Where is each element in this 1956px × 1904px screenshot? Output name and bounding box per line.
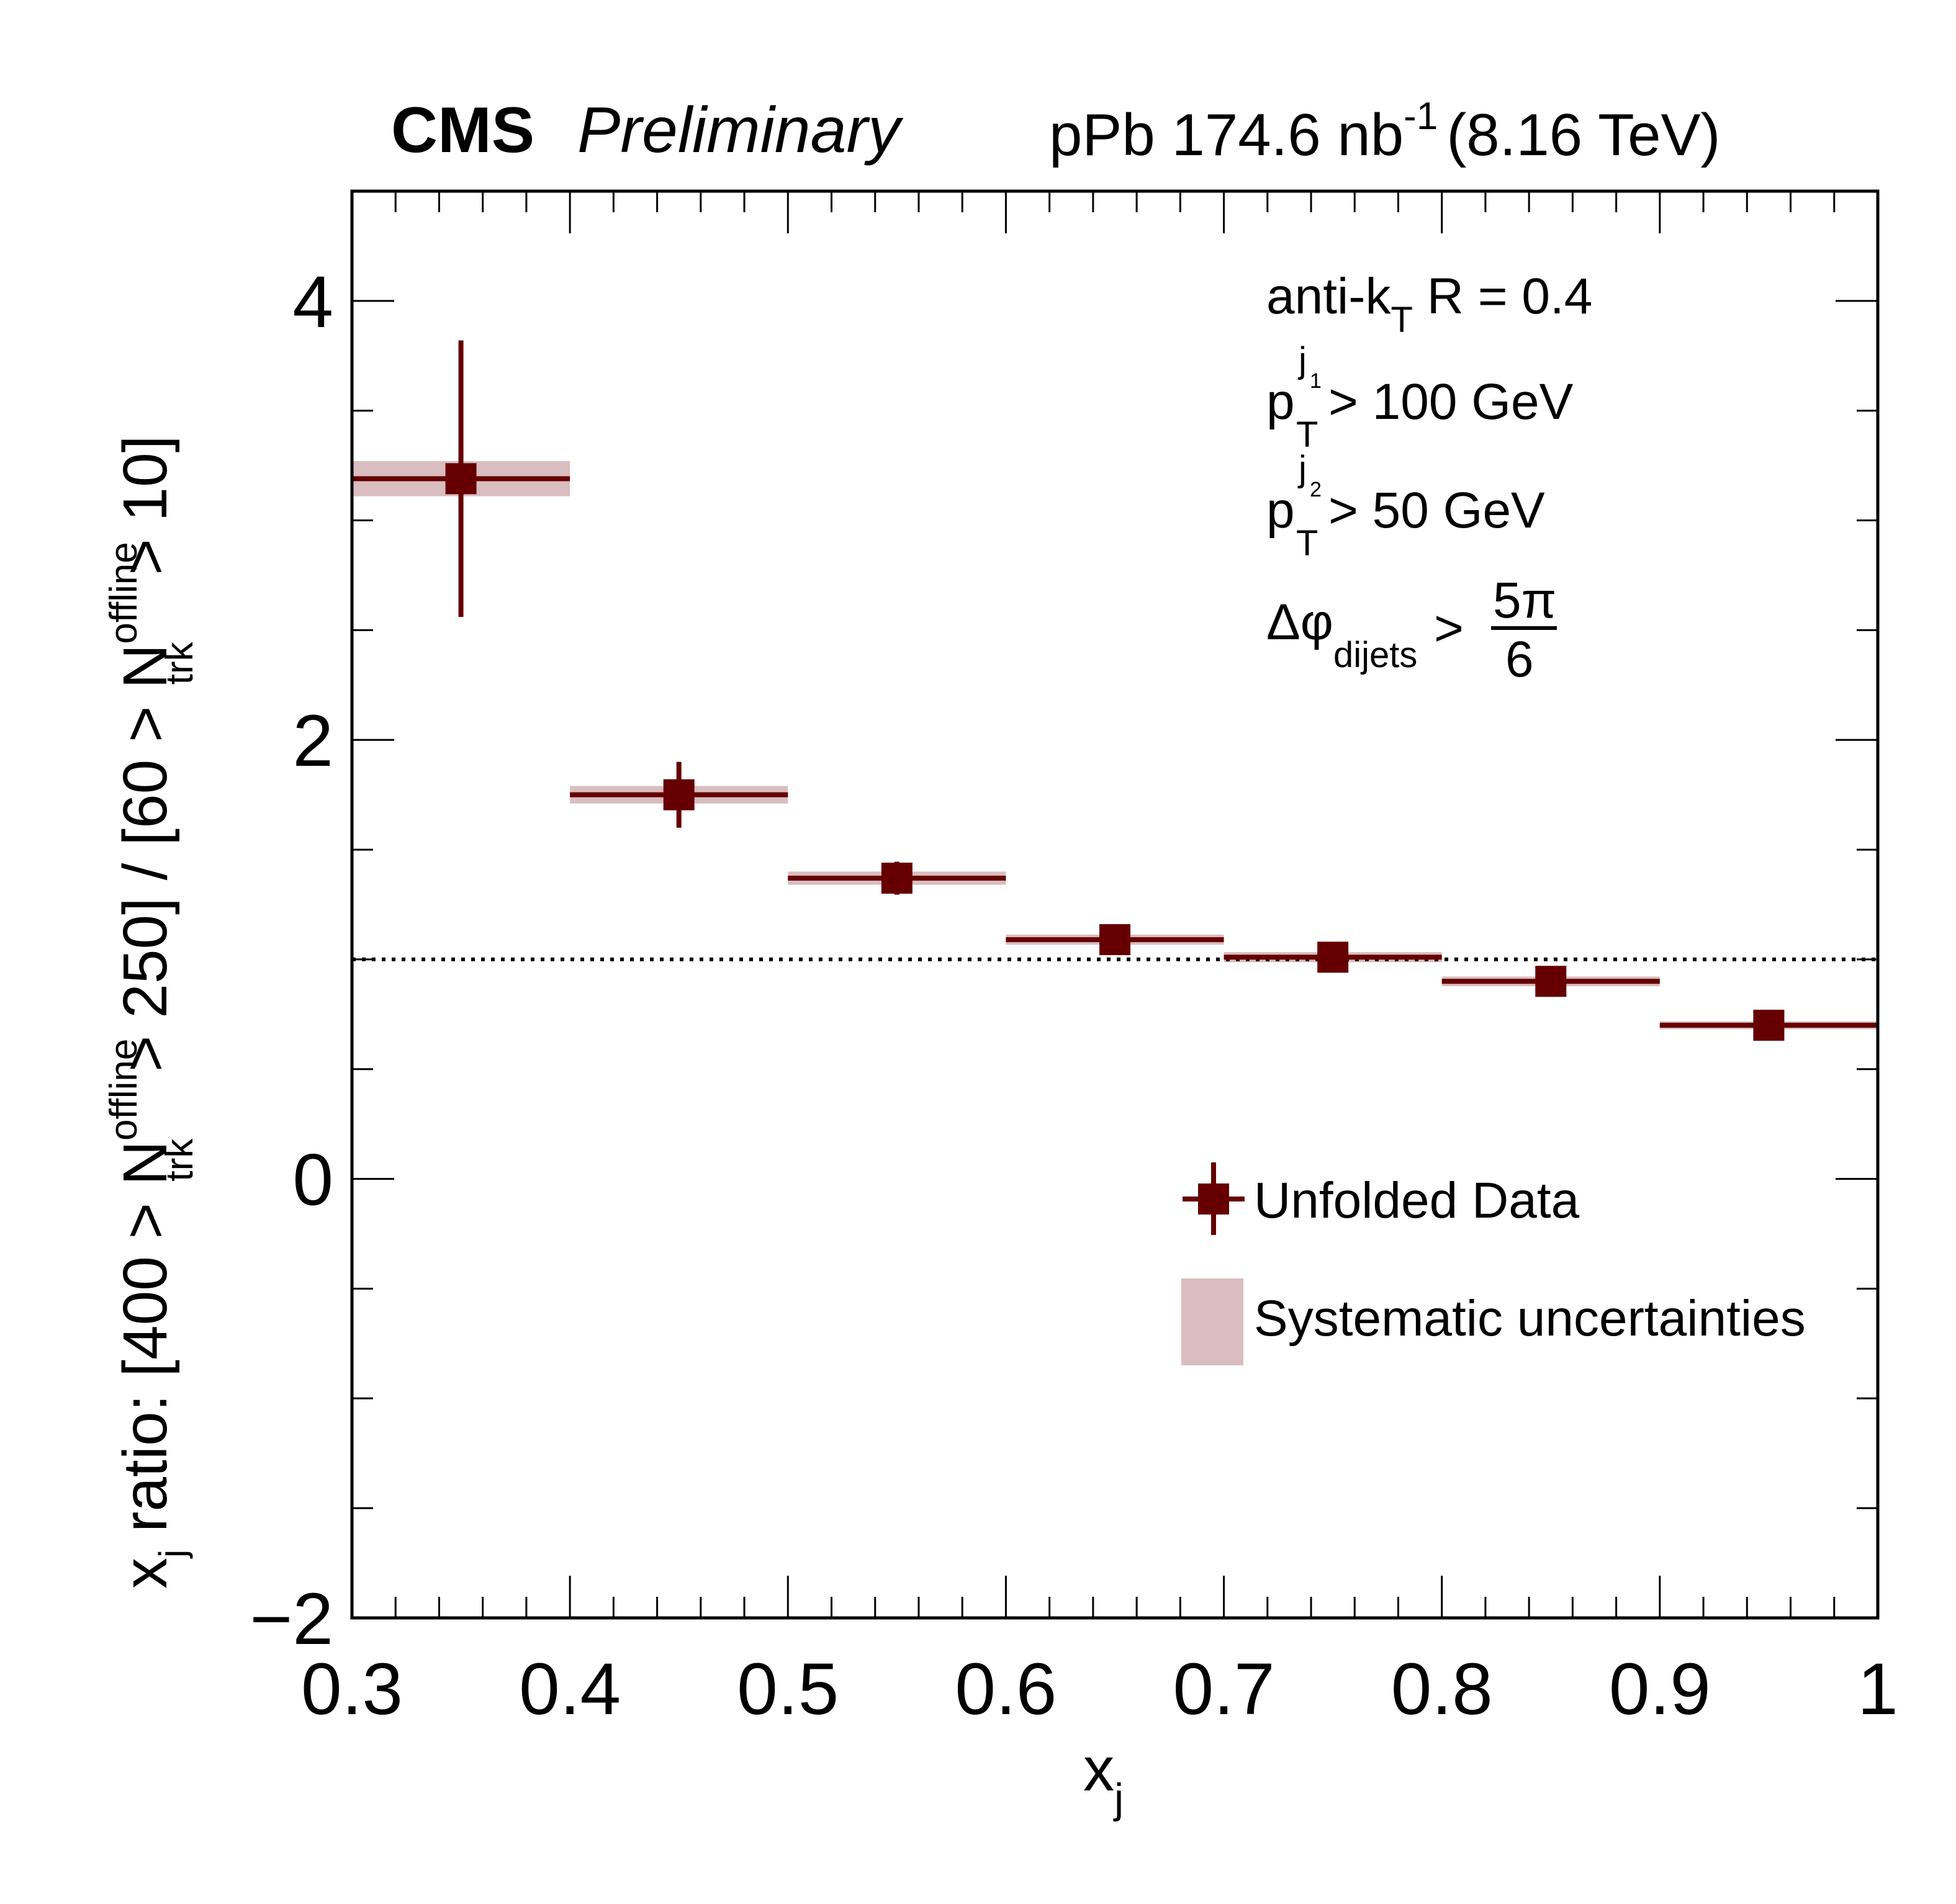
x-tick-label: 0.8: [1391, 1648, 1493, 1730]
y-tick-label: 2: [292, 700, 333, 782]
annotations: anti-kT R = 0.4 p j 1 T > 100 GeV p j 2 …: [1266, 268, 1592, 688]
axes: [350, 189, 1880, 1620]
svg-text:6: 6: [1505, 631, 1534, 688]
data-point-marker: [1099, 924, 1130, 956]
svg-text:>: >: [1434, 600, 1464, 657]
dijet-dphi-note: Δφ dijets > 5π 6: [1266, 572, 1557, 688]
y-tick-label: 4: [292, 261, 333, 343]
experiment-label: CMS: [391, 94, 534, 166]
x-tick-label: 0.4: [519, 1648, 621, 1730]
svg-text:Δφ: Δφ: [1266, 594, 1333, 650]
legend: Unfolded Data Systematic uncertainties: [1181, 1162, 1806, 1365]
svg-text:> 50 GeV: > 50 GeV: [1328, 482, 1545, 539]
svg-text:dijets: dijets: [1333, 635, 1417, 675]
svg-text:p: p: [1266, 482, 1295, 539]
status-label: Preliminary: [577, 94, 904, 166]
svg-text:T: T: [1296, 415, 1318, 455]
svg-text:2: 2: [1310, 478, 1322, 501]
data-point-marker: [1753, 1010, 1785, 1041]
data-point-marker: [1317, 941, 1349, 973]
lumi-text: pPb 174.6 nb: [1049, 102, 1404, 168]
svg-text:T: T: [1296, 523, 1318, 564]
x-axis-title: xj: [1083, 1735, 1124, 1822]
x-tick-label: 1: [1857, 1648, 1898, 1730]
svg-text:j: j: [1297, 449, 1307, 489]
svg-text:p: p: [1266, 374, 1295, 430]
energy-text: (8.16 TeV): [1446, 102, 1720, 168]
legend-entry-data: Unfolded Data: [1183, 1162, 1580, 1235]
lumi-label: pPb 174.6 nb-1 (8.16 TeV): [1049, 95, 1720, 168]
y-tick-label: 0: [292, 1139, 333, 1221]
tick-labels: 0.3 0.4 0.5 0.6 0.7 0.8 0.9 1 −2 0 2 4: [250, 261, 1898, 1730]
data-points: [352, 340, 1878, 1041]
jet-algorithm-note: anti-kT R = 0.4: [1266, 268, 1592, 340]
lumi-exponent: -1: [1404, 95, 1438, 138]
legend-systematic-label: Systematic uncertainties: [1254, 1290, 1806, 1347]
data-point-marker: [663, 779, 695, 811]
x-tick-label: 0.5: [737, 1648, 839, 1730]
x-tick-label: 0.7: [1173, 1648, 1275, 1730]
legend-data-label: Unfolded Data: [1254, 1172, 1580, 1229]
legend-data-marker-icon: [1198, 1183, 1229, 1215]
svg-text:j: j: [1297, 340, 1307, 380]
legend-systematic-swatch-icon: [1181, 1278, 1243, 1365]
subleading-jet-pt-note: p j 2 T > 50 GeV: [1266, 449, 1545, 564]
data-point-marker: [1535, 966, 1567, 997]
svg-text:> 100 GeV: > 100 GeV: [1328, 374, 1574, 430]
y-axis-title: xj ratio: [400 > Nofflinetrk > 250] / [6…: [102, 435, 201, 1589]
x-tick-label: 0.6: [955, 1648, 1057, 1730]
svg-text:1: 1: [1310, 369, 1322, 393]
legend-entry-systematic: Systematic uncertainties: [1181, 1278, 1806, 1365]
y-tick-label: −2: [250, 1578, 333, 1660]
leading-jet-pt-note: p j 1 T > 100 GeV: [1266, 340, 1574, 455]
x-tick-label: 0.3: [301, 1648, 403, 1730]
plot-frame: [350, 189, 1880, 1620]
data-point-marker: [445, 463, 477, 495]
x-tick-label: 0.9: [1609, 1648, 1711, 1730]
svg-text:5π: 5π: [1493, 572, 1556, 629]
data-point-marker: [881, 863, 913, 894]
